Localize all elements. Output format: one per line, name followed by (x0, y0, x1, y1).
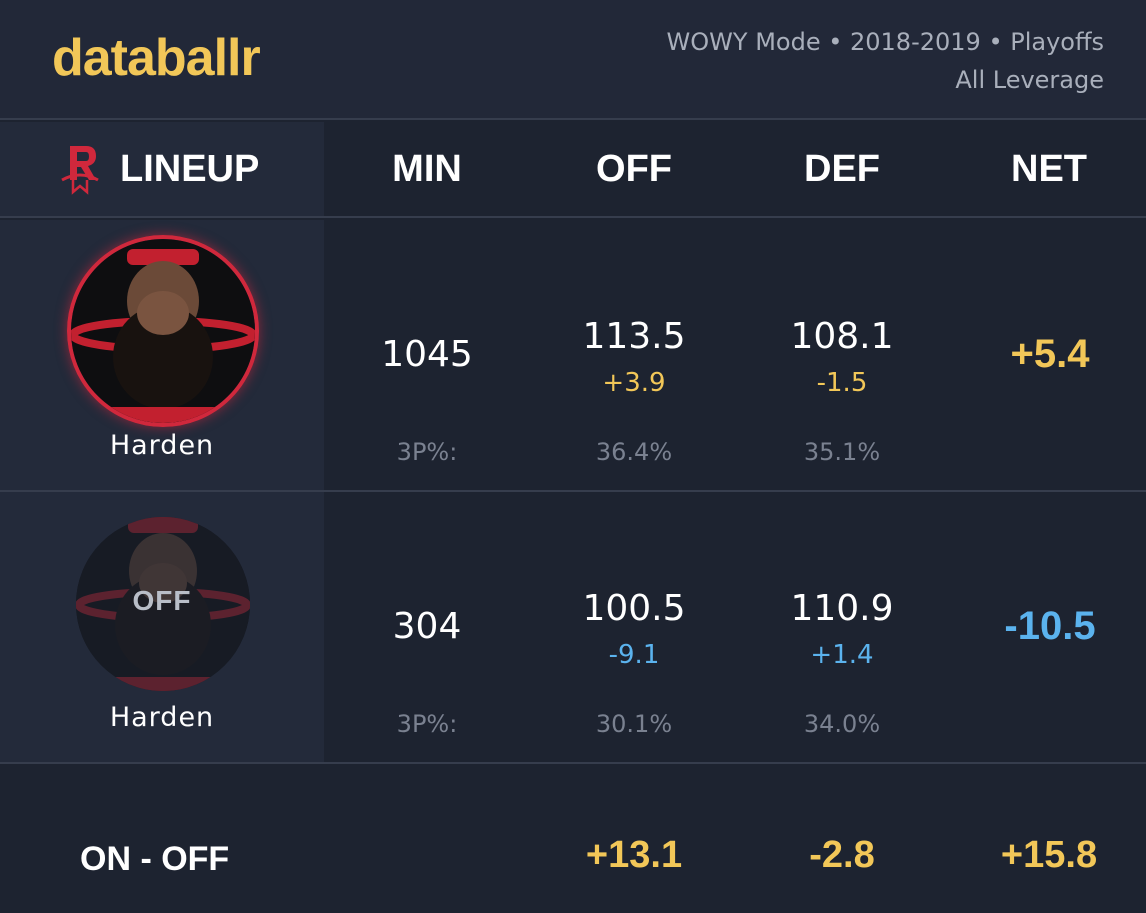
leverage-label: All Leverage (955, 66, 1104, 94)
player-name-on: Harden (109, 430, 215, 461)
avatar-harden-on[interactable] (67, 235, 259, 427)
off-rating-off: 100.5 (582, 588, 686, 629)
rockets-logo-icon (61, 146, 99, 195)
min-value-off: 304 (392, 606, 462, 647)
def-rating-off: 110.9 (790, 588, 894, 629)
row-divider (0, 490, 1146, 492)
row-divider (0, 762, 1146, 764)
column-header-min[interactable]: MIN (392, 148, 462, 190)
off-delta-off: -9.1 (608, 640, 660, 670)
databallr-logo[interactable]: databallr (52, 29, 261, 87)
column-header-lineup[interactable]: LINEUP (120, 148, 260, 190)
off-3p-off: 30.1% (595, 710, 673, 738)
player-portrait-image (71, 239, 255, 423)
column-header-net[interactable]: NET (1011, 148, 1087, 190)
column-header-off[interactable]: OFF (596, 148, 672, 190)
def-3p-on: 35.1% (803, 438, 881, 466)
header-bar: databallr WOWY Mode • 2018-2019 • Playof… (0, 0, 1146, 120)
lineup-header-cell (0, 122, 324, 218)
off-badge: OFF (132, 585, 192, 616)
on-off-label: ON - OFF (80, 840, 230, 878)
min-value-on: 1045 (381, 334, 473, 375)
mode-season-label: WOWY Mode • 2018-2019 • Playoffs (666, 28, 1104, 56)
on-off-net-value: +15.8 (1000, 834, 1098, 876)
off-rating-on: 113.5 (582, 316, 686, 357)
def-3p-off: 34.0% (803, 710, 881, 738)
net-rating-on: +5.4 (1010, 332, 1090, 376)
on-off-off-value: +13.1 (585, 834, 683, 876)
column-header-def[interactable]: DEF (804, 148, 880, 190)
stats-header-row (324, 122, 1146, 218)
player-portrait-dimmed-image (76, 517, 250, 691)
threep-label-off: 3P%: (396, 710, 458, 738)
def-rating-on: 108.1 (790, 316, 894, 357)
avatar-harden-off[interactable] (76, 517, 250, 691)
off-delta-on: +3.9 (602, 368, 666, 398)
player-name-off: Harden (109, 702, 215, 733)
def-delta-on: -1.5 (816, 368, 868, 398)
net-rating-off: -10.5 (1004, 604, 1096, 648)
threep-label-on: 3P%: (396, 438, 458, 466)
on-off-def-value: -2.8 (809, 834, 875, 876)
def-delta-off: +1.4 (810, 640, 874, 670)
off-3p-on: 36.4% (595, 438, 673, 466)
